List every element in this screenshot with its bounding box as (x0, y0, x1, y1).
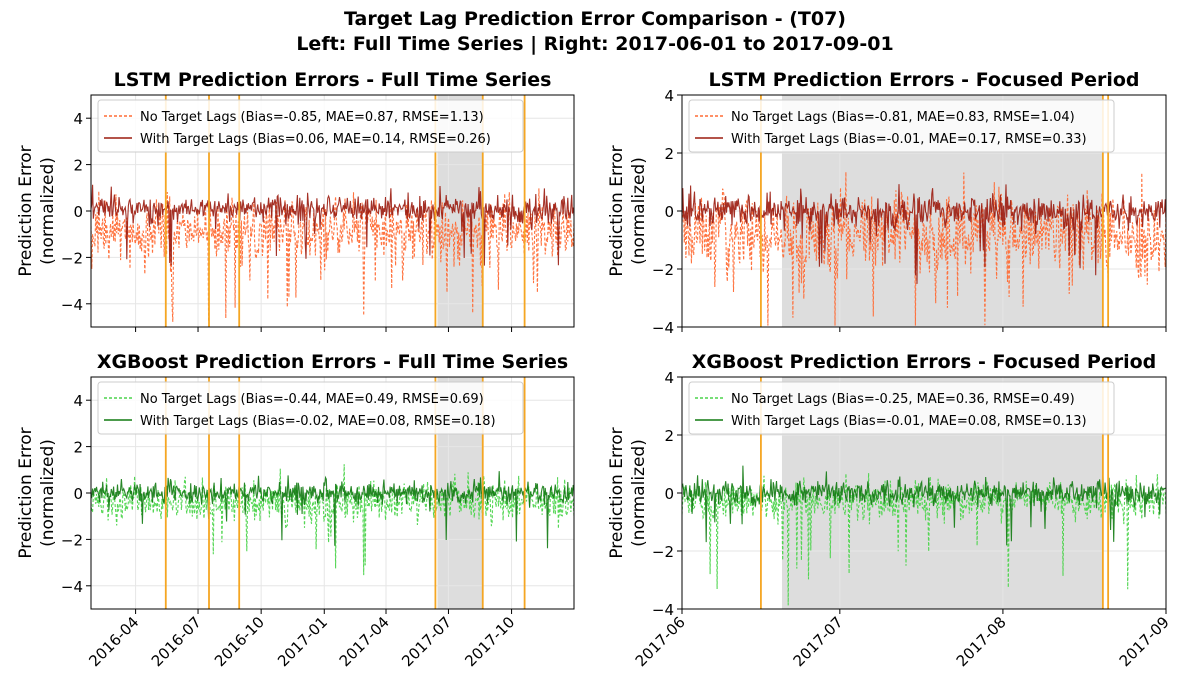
x-tick-label: 2017-07 (790, 613, 847, 670)
legend-entry: With Target Lags (Bias=-0.01, MAE=0.17, … (731, 132, 1087, 147)
figure-suptitle-line2: Left: Full Time Series | Right: 2017-06-… (296, 33, 893, 55)
y-axis-label-line2: (normalized) (38, 157, 58, 265)
series-line-no-target-lags (91, 464, 574, 576)
panel-xgb-focused: −4 −2 0 2 4 2017-06 2017-07 2017-08 2017-09 XGBoo… (607, 351, 1173, 670)
panel-title: XGBoost Prediction Errors - Full Time Se… (97, 351, 568, 373)
y-axis-label-line1: Prediction Error (607, 145, 627, 276)
series-line-with-target-lags (91, 471, 574, 549)
figure-suptitle-line1: Target Lag Prediction Error Comparison -… (344, 8, 846, 30)
y-tick-label: −2 (61, 531, 83, 549)
chart-panels: −4 −2 0 2 4 LSTM Prediction Errors - Full Tim… (16, 69, 1173, 670)
y-tick-label: 4 (664, 87, 674, 105)
panel-lstm-focused: −4 −2 0 2 4 LSTM Prediction Errors - Focused … (607, 69, 1167, 337)
y-tick-label: 2 (664, 427, 674, 445)
y-axis-label-line1: Prediction Error (16, 427, 36, 558)
y-tick-label: −2 (61, 249, 83, 267)
legend-entry: With Target Lags (Bias=-0.01, MAE=0.08, … (731, 414, 1087, 429)
series-line-with-target-lags (682, 465, 1166, 546)
y-tick-label: 0 (73, 485, 83, 503)
y-tick-label: 4 (664, 369, 674, 387)
y-axis-label-line2: (normalized) (38, 439, 58, 547)
legend-box (97, 99, 524, 153)
y-tick-label: 4 (73, 110, 83, 128)
y-tick-label: 0 (73, 203, 83, 221)
y-axis-label: Prediction Error (normalized) (607, 145, 649, 276)
x-tick-label: 2017-04 (336, 613, 393, 670)
y-tick-label: 2 (73, 439, 83, 457)
series-line-with-target-lags (682, 184, 1166, 284)
x-tick-label: 2017-06 (632, 613, 689, 670)
y-tick-label: −2 (652, 543, 674, 561)
x-tick-label: 2017-10 (461, 613, 518, 670)
legend-entry: With Target Lags (Bias=-0.02, MAE=0.08, … (140, 414, 496, 429)
y-tick-label: −2 (652, 261, 674, 279)
panel-title: XGBoost Prediction Errors - Focused Peri… (692, 351, 1157, 373)
legend-box (97, 381, 524, 435)
y-tick-label: 0 (664, 203, 674, 221)
x-tick-label: 2016-04 (85, 613, 142, 670)
y-axis-label-line1: Prediction Error (16, 145, 36, 276)
x-tick-label: 2017-01 (274, 613, 331, 670)
y-tick-label: −4 (61, 578, 83, 596)
y-axis-label-line2: (normalized) (629, 439, 649, 547)
legend-box (688, 99, 1115, 153)
x-tick-label: 2017-08 (953, 613, 1010, 670)
x-tick-label: 2017-09 (1116, 613, 1173, 670)
y-axis-label-line2: (normalized) (629, 157, 649, 265)
x-tick-label: 2016-07 (148, 613, 205, 670)
legend-box (688, 381, 1115, 435)
panel-lstm-full: −4 −2 0 2 4 LSTM Prediction Errors - Full Tim… (16, 69, 575, 332)
y-axis-label: Prediction Error (normalized) (607, 427, 649, 558)
legend-entry: No Target Lags (Bias=-0.85, MAE=0.87, RM… (140, 110, 484, 125)
series-line-with-target-lags (91, 184, 574, 266)
legend-entry: No Target Lags (Bias=-0.25, MAE=0.36, RM… (731, 392, 1075, 407)
y-axis-label-line1: Prediction Error (607, 427, 627, 558)
series-line-no-target-lags (91, 188, 574, 322)
y-axis-label: Prediction Error (normalized) (16, 145, 58, 276)
y-axis-label: Prediction Error (normalized) (16, 427, 58, 558)
y-tick-label: 2 (73, 157, 83, 175)
legend-entry: No Target Lags (Bias=-0.81, MAE=0.83, RM… (731, 110, 1075, 125)
legend-entry: No Target Lags (Bias=-0.44, MAE=0.49, RM… (140, 392, 484, 407)
panel-title: LSTM Prediction Errors - Full Time Serie… (114, 69, 552, 91)
panel-title: LSTM Prediction Errors - Focused Period (709, 69, 1140, 91)
y-tick-label: 4 (73, 392, 83, 410)
y-tick-label: −4 (61, 296, 83, 314)
x-tick-label: 2017-07 (398, 613, 455, 670)
y-tick-label: −4 (652, 319, 674, 337)
legend-entry: With Target Lags (Bias=0.06, MAE=0.14, R… (140, 132, 491, 147)
y-tick-label: 2 (664, 145, 674, 163)
x-tick-label: 2016-10 (211, 613, 268, 670)
y-tick-label: 0 (664, 485, 674, 503)
y-tick-label: −4 (652, 601, 674, 619)
